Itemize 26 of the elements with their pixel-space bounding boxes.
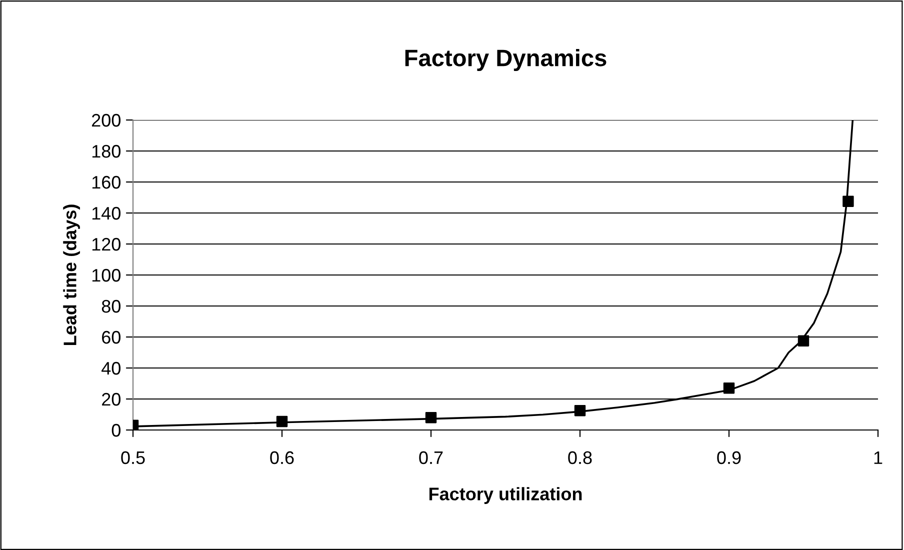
y-tick-label: 20 (102, 392, 120, 406)
point (574, 405, 586, 416)
y-axis-title: Lead time (days) (63, 204, 80, 346)
y-tick-label: 100 (92, 268, 120, 282)
point (723, 382, 735, 394)
point (798, 335, 810, 346)
x-tick-label: 0.6 (270, 451, 294, 464)
y-tick-label: 200 (92, 114, 120, 127)
x-axis-title: Factory utilization (429, 487, 582, 504)
y-tick-label: 60 (102, 330, 120, 344)
y-tick-label: 80 (102, 300, 120, 313)
x-tick-label: 0.7 (419, 451, 443, 464)
point (842, 196, 854, 207)
y-tick-label: 160 (92, 176, 120, 189)
point (425, 412, 437, 424)
x-tick-label: 0.8 (568, 451, 592, 464)
x-tick-label: 0.9 (717, 451, 741, 464)
y-tick-label: 140 (92, 206, 120, 220)
x-tick-label: 1 (874, 451, 882, 464)
y-tick-label: 0 (112, 424, 120, 437)
y-tick-label: 120 (92, 238, 120, 251)
chart-title: Factory Dynamics (405, 48, 606, 72)
point (276, 416, 288, 428)
x-tick-label: 0.5 (121, 451, 145, 464)
y-tick-label: 180 (92, 144, 120, 158)
y-tick-label: 40 (102, 362, 120, 375)
